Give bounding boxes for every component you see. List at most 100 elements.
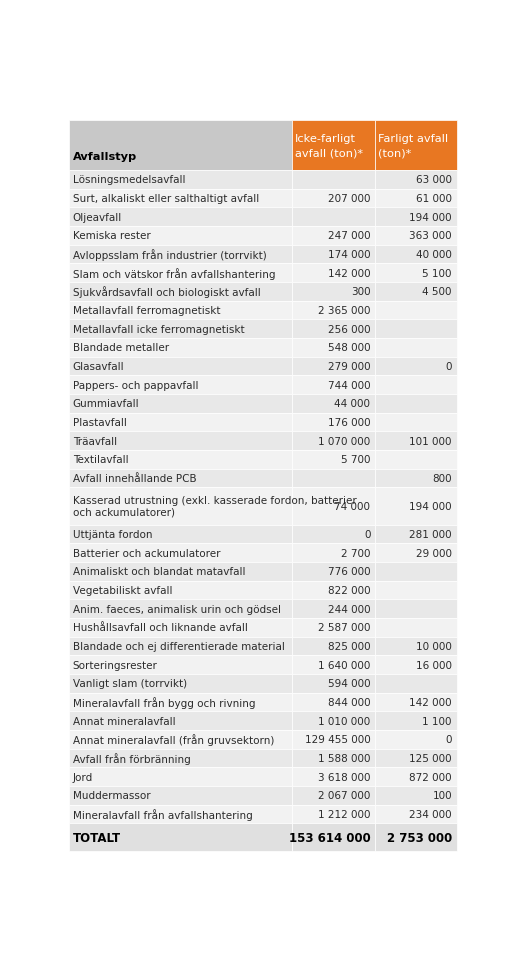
Text: 142 000: 142 000 xyxy=(409,698,452,707)
Bar xyxy=(375,525,457,544)
Text: 825 000: 825 000 xyxy=(328,641,370,652)
Bar xyxy=(292,171,375,189)
Text: 0: 0 xyxy=(446,734,452,745)
Bar xyxy=(375,209,457,227)
Text: Metallavfall icke ferromagnetiskt: Metallavfall icke ferromagnetiskt xyxy=(73,324,244,334)
Text: Avfall innehållande PCB: Avfall innehållande PCB xyxy=(73,474,196,483)
Text: 174 000: 174 000 xyxy=(328,250,370,259)
Text: 207 000: 207 000 xyxy=(328,194,370,204)
Text: Farligt avfall: Farligt avfall xyxy=(379,135,449,144)
Bar xyxy=(292,320,375,338)
Text: Glasavfall: Glasavfall xyxy=(73,361,124,372)
Text: 194 000: 194 000 xyxy=(409,212,452,222)
Bar xyxy=(68,357,292,376)
Text: 822 000: 822 000 xyxy=(328,585,370,596)
Bar xyxy=(68,544,292,562)
Text: 776 000: 776 000 xyxy=(328,567,370,577)
Text: Sorteringsrester: Sorteringsrester xyxy=(73,660,157,670)
Text: 16 000: 16 000 xyxy=(416,660,452,670)
Bar xyxy=(68,376,292,395)
Bar xyxy=(292,749,375,768)
Bar xyxy=(68,637,292,655)
Bar xyxy=(375,824,457,851)
Bar xyxy=(292,544,375,562)
Text: Animaliskt och blandat matavfall: Animaliskt och blandat matavfall xyxy=(73,567,245,577)
Text: 244 000: 244 000 xyxy=(328,604,370,614)
Text: Avfall från förbränning: Avfall från förbränning xyxy=(73,752,190,764)
Bar xyxy=(292,562,375,581)
Text: 2 365 000: 2 365 000 xyxy=(318,306,370,315)
Bar xyxy=(68,283,292,302)
Text: 1 070 000: 1 070 000 xyxy=(318,436,370,446)
Bar xyxy=(68,749,292,768)
Bar xyxy=(68,655,292,675)
Bar xyxy=(292,357,375,376)
Text: Mineralavfall från bygg och rivning: Mineralavfall från bygg och rivning xyxy=(73,697,255,708)
Text: 872 000: 872 000 xyxy=(409,772,452,782)
Text: 594 000: 594 000 xyxy=(328,678,370,689)
Bar xyxy=(292,189,375,209)
Bar xyxy=(292,637,375,655)
Text: 5 100: 5 100 xyxy=(423,268,452,279)
Bar xyxy=(375,121,457,171)
Text: 2 067 000: 2 067 000 xyxy=(318,791,370,801)
Bar xyxy=(292,283,375,302)
Bar xyxy=(68,189,292,209)
Text: Annat mineralavfall: Annat mineralavfall xyxy=(73,716,175,726)
Text: 1 640 000: 1 640 000 xyxy=(318,660,370,670)
Bar xyxy=(375,768,457,786)
Bar xyxy=(68,245,292,264)
Text: 4 500: 4 500 xyxy=(423,287,452,297)
Text: Pappers- och pappavfall: Pappers- och pappavfall xyxy=(73,381,198,390)
Bar xyxy=(292,693,375,711)
Bar xyxy=(68,693,292,711)
Bar xyxy=(68,618,292,637)
Bar xyxy=(292,469,375,488)
Text: Blandade metaller: Blandade metaller xyxy=(73,343,169,353)
Text: (ton)*: (ton)* xyxy=(379,148,412,158)
Bar xyxy=(375,655,457,675)
Bar xyxy=(375,227,457,245)
Bar xyxy=(68,209,292,227)
Bar xyxy=(68,600,292,618)
Bar xyxy=(68,562,292,581)
Bar xyxy=(375,711,457,730)
Text: 63 000: 63 000 xyxy=(416,175,452,185)
Bar xyxy=(68,675,292,693)
Text: 279 000: 279 000 xyxy=(328,361,370,372)
Text: Mineralavfall från avfallshantering: Mineralavfall från avfallshantering xyxy=(73,808,252,820)
Bar xyxy=(68,320,292,338)
Text: Sjukvårdsavfall och biologiskt avfall: Sjukvårdsavfall och biologiskt avfall xyxy=(73,286,260,298)
Text: Metallavfall ferromagnetiskt: Metallavfall ferromagnetiskt xyxy=(73,306,220,315)
Text: 100: 100 xyxy=(432,791,452,801)
Bar xyxy=(375,562,457,581)
Bar xyxy=(292,227,375,245)
Bar xyxy=(68,413,292,431)
Text: 10 000: 10 000 xyxy=(416,641,452,652)
Bar xyxy=(292,600,375,618)
Bar xyxy=(292,302,375,320)
Bar xyxy=(375,675,457,693)
Bar xyxy=(68,786,292,804)
Bar xyxy=(68,227,292,245)
Text: 29 000: 29 000 xyxy=(416,548,452,558)
Bar xyxy=(375,320,457,338)
Bar xyxy=(292,581,375,600)
Text: 129 455 000: 129 455 000 xyxy=(305,734,370,745)
Bar xyxy=(375,245,457,264)
Text: 234 000: 234 000 xyxy=(409,809,452,819)
Bar xyxy=(68,525,292,544)
Bar xyxy=(375,749,457,768)
Bar xyxy=(292,711,375,730)
Text: Plastavfall: Plastavfall xyxy=(73,418,126,428)
Text: Blandade och ej differentierade material: Blandade och ej differentierade material xyxy=(73,641,285,652)
Bar xyxy=(68,264,292,283)
Bar xyxy=(68,768,292,786)
Bar xyxy=(292,451,375,469)
Bar xyxy=(375,637,457,655)
Bar xyxy=(292,245,375,264)
Text: Hushållsavfall och liknande avfall: Hushållsavfall och liknande avfall xyxy=(73,623,247,632)
Bar xyxy=(68,824,292,851)
Text: 1 212 000: 1 212 000 xyxy=(318,809,370,819)
Text: Textilavfall: Textilavfall xyxy=(73,455,128,465)
